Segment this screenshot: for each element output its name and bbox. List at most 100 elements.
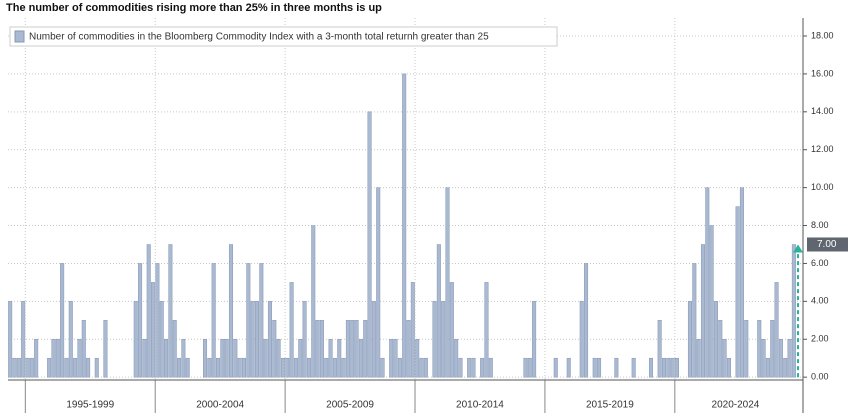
bar: [350, 320, 355, 378]
bar: [172, 320, 177, 378]
bar: [631, 357, 636, 378]
bar: [778, 339, 783, 378]
bar: [527, 357, 532, 378]
bar: [73, 357, 78, 378]
bar: [480, 357, 485, 378]
bar: [341, 357, 346, 378]
bar: [783, 357, 788, 378]
bar: [713, 301, 718, 378]
bar: [367, 111, 372, 378]
bar: [770, 320, 775, 378]
bar: [168, 244, 173, 378]
bar: [744, 320, 749, 378]
bar: [60, 263, 65, 378]
bar: [423, 357, 428, 378]
bar: [553, 357, 558, 378]
bar: [696, 339, 701, 378]
bar: [579, 301, 584, 378]
bar: [237, 357, 242, 378]
bar: [436, 244, 441, 378]
bar: [276, 339, 281, 378]
bar: [8, 301, 13, 378]
legend-swatch: [14, 30, 25, 43]
bar: [467, 357, 472, 378]
y-tick-label: 18.00: [811, 30, 834, 40]
bar: [458, 357, 463, 378]
bar: [311, 225, 316, 378]
bar: [94, 357, 99, 378]
bar: [289, 282, 294, 378]
bar: [484, 282, 489, 378]
bar: [376, 187, 381, 378]
bar: [445, 187, 450, 378]
bar: [614, 357, 619, 378]
bar: [354, 320, 359, 378]
bar: [51, 339, 56, 378]
bar: [345, 320, 350, 378]
bar: [138, 263, 143, 378]
bar: [12, 357, 17, 378]
bar: [566, 357, 571, 378]
bar: [449, 282, 454, 378]
bar: [203, 339, 208, 378]
bar: [34, 339, 39, 378]
bar: [151, 282, 156, 378]
bar: [319, 320, 324, 378]
bar: [791, 244, 796, 378]
bar: [371, 301, 376, 378]
bar: [419, 357, 424, 378]
bar: [280, 357, 285, 378]
bar: [146, 244, 151, 378]
bar: [293, 357, 298, 378]
y-tick-label: 12.00: [811, 144, 834, 154]
last-value-arrowhead: [793, 244, 803, 253]
bar: [592, 357, 597, 378]
bar: [739, 187, 744, 378]
bar: [181, 339, 186, 378]
bar: [68, 301, 73, 378]
bar: [670, 357, 675, 378]
bar: [393, 339, 398, 378]
x-tick-label: 2000-2004: [196, 400, 244, 411]
bar: [523, 357, 528, 378]
bar: [406, 320, 411, 378]
bar: [410, 282, 415, 378]
bar: [432, 301, 437, 378]
bar: [315, 320, 320, 378]
bar: [250, 301, 255, 378]
y-tick-label: 8.00: [811, 220, 829, 230]
bar: [246, 263, 251, 378]
bar: [358, 339, 363, 378]
bar: [597, 357, 602, 378]
bar: [302, 301, 307, 378]
legend-box: [9, 26, 558, 47]
bar: [705, 187, 710, 378]
bar: [55, 339, 60, 378]
bar: [380, 357, 385, 378]
bar: [584, 263, 589, 378]
bar: [328, 339, 333, 378]
bar: [757, 320, 762, 378]
bar: [661, 357, 667, 378]
bar: [648, 357, 654, 378]
bar: [267, 301, 272, 378]
bar: [177, 357, 182, 378]
chart-title: The number of commodities rising more th…: [6, 2, 382, 14]
bar: [285, 357, 290, 378]
bar: [674, 357, 679, 378]
bar: [692, 263, 697, 378]
bar: [164, 339, 169, 378]
y-tick-label: 14.00: [811, 106, 834, 116]
bar: [298, 339, 303, 378]
bar: [86, 357, 91, 378]
x-tick-label: 1995-1999: [66, 400, 114, 411]
bar: [397, 357, 402, 378]
bar: [220, 339, 225, 378]
bar: [81, 320, 86, 378]
bar: [16, 357, 21, 378]
bar: [241, 357, 247, 378]
bar: [207, 357, 212, 378]
legend-label: Number of commodities in the Bloomberg C…: [29, 32, 489, 43]
y-tick-label: 6.00: [811, 258, 829, 268]
